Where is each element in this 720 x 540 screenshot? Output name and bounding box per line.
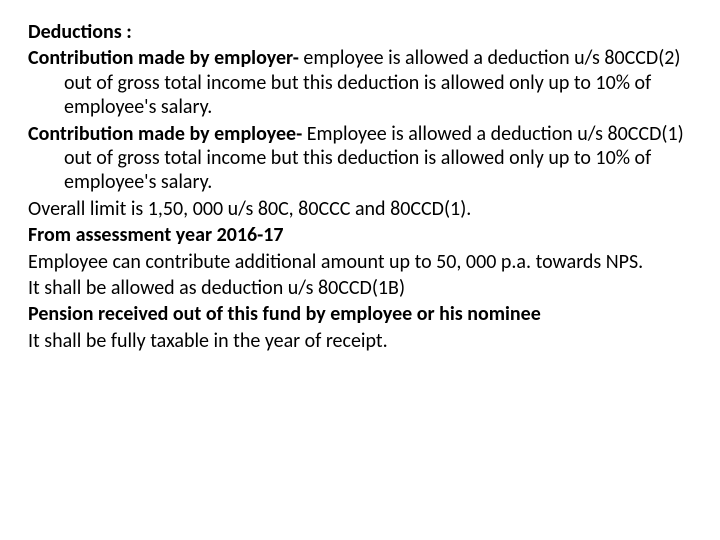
line-deduction-80ccd1b: It shall be allowed as deduction u/s 80C…	[28, 276, 692, 300]
text-run: It shall be allowed as deduction u/s 80C…	[28, 276, 405, 300]
bold-run: From assessment year 2016-17	[28, 223, 284, 247]
line-fully-taxable: It shall be fully taxable in the year of…	[28, 329, 692, 353]
line-additional-nps: Employee can contribute additional amoun…	[28, 250, 692, 274]
bold-run: Contribution made by employee-	[28, 122, 307, 146]
line-employee-contrib: Contribution made by employee- Employee …	[28, 122, 692, 195]
text-run: Overall limit is 1,50, 000 u/s 80C, 80CC…	[28, 197, 471, 221]
bold-run: Pension received out of this fund by emp…	[28, 302, 541, 326]
line-assessment-year: From assessment year 2016-17	[28, 223, 692, 247]
line-overall-limit: Overall limit is 1,50, 000 u/s 80C, 80CC…	[28, 197, 692, 221]
text-run: Employee can contribute additional amoun…	[28, 250, 643, 274]
slide-body: Deductions : Contribution made by employ…	[0, 0, 720, 540]
line-deductions: Deductions :	[28, 20, 692, 44]
bold-run: Deductions :	[28, 20, 132, 44]
line-employer-contrib: Contribution made by employer- employee …	[28, 46, 692, 119]
bold-run: Contribution made by employer-	[28, 46, 303, 70]
line-pension-received: Pension received out of this fund by emp…	[28, 302, 692, 326]
text-run: It shall be fully taxable in the year of…	[28, 329, 388, 353]
